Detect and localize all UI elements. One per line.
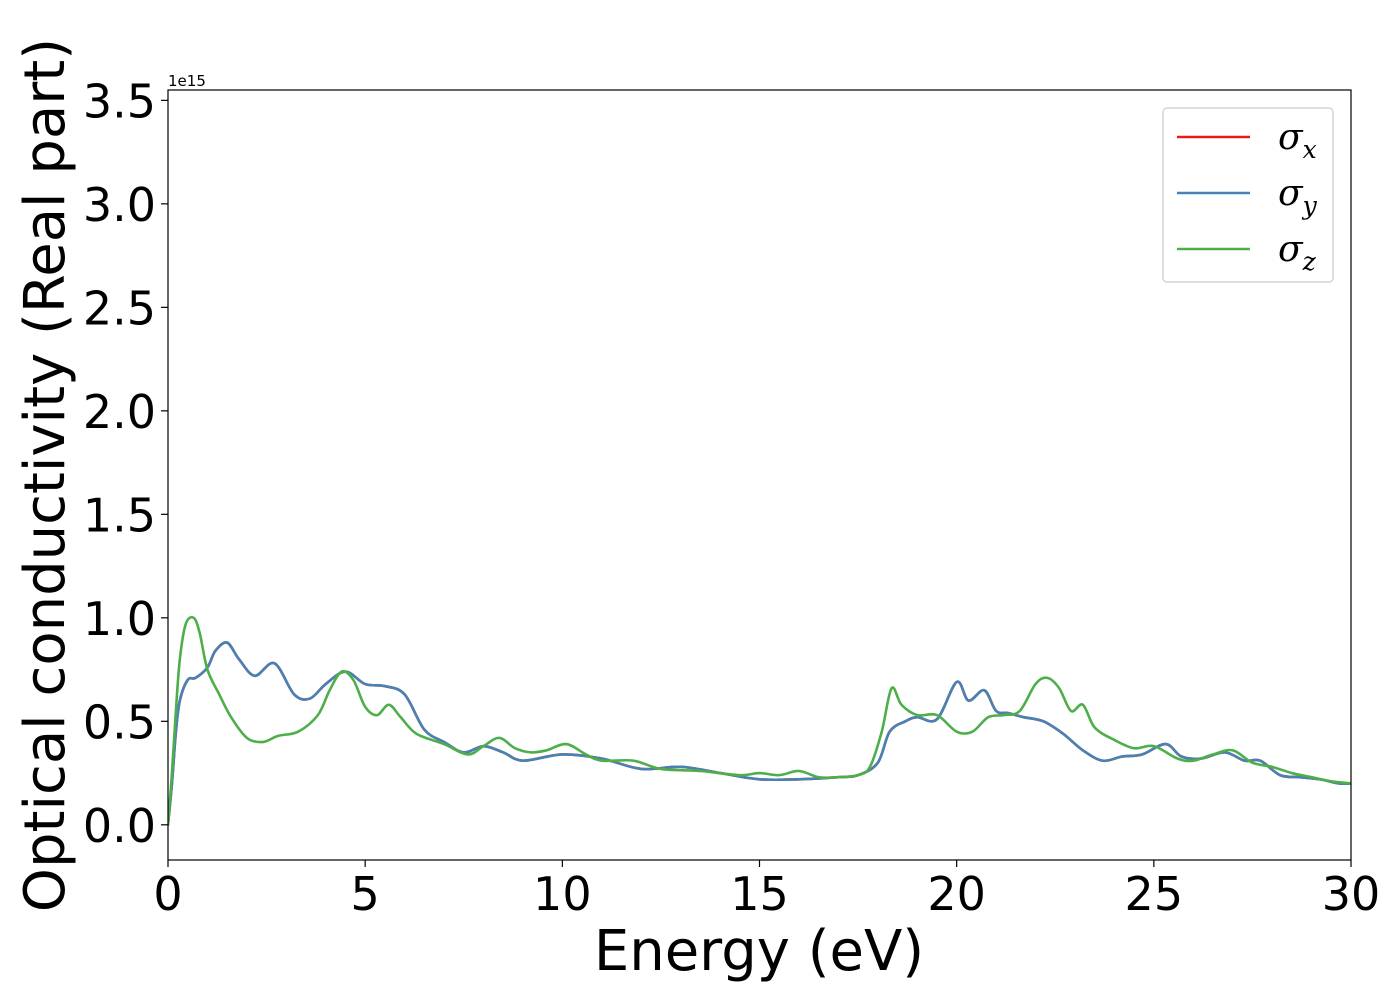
- y-offset-label: 1e15: [168, 72, 206, 90]
- x-tick-label: 5: [351, 867, 380, 921]
- series-line-z: [168, 615, 1351, 827]
- plot-area: [168, 90, 1351, 860]
- y-tick-label: 3.5: [83, 74, 156, 128]
- series-line-y: [168, 641, 1351, 827]
- y-axis-label: Optical conductivity (Real part): [13, 38, 78, 912]
- x-tick-label: 0: [153, 867, 182, 921]
- y-tick-label: 2.0: [83, 385, 156, 439]
- x-axis-label: Energy (eV): [594, 919, 924, 984]
- legend-label-y: σy: [1278, 173, 1318, 220]
- x-axis-ticks: 0 5 10 15 20 25 30: [153, 860, 1380, 921]
- y-tick-label: 1.5: [83, 488, 156, 542]
- legend-frame: [1162, 107, 1334, 283]
- y-axis-ticks: 0.0 0.5 1.0 1.5 2.0 2.5 3.0 3.5: [83, 74, 168, 853]
- y-tick-label: 0.0: [83, 799, 156, 853]
- x-tick-label: 10: [533, 867, 592, 921]
- x-tick-label: 15: [730, 867, 789, 921]
- series-layer: [168, 615, 1351, 827]
- y-tick-label: 0.5: [83, 695, 156, 749]
- x-tick-label: 30: [1322, 867, 1381, 921]
- x-tick-label: 25: [1125, 867, 1184, 921]
- y-tick-label: 3.0: [83, 178, 156, 232]
- x-tick-label: 20: [927, 867, 986, 921]
- y-tick-label: 1.0: [83, 592, 156, 646]
- y-tick-label: 2.5: [83, 281, 156, 335]
